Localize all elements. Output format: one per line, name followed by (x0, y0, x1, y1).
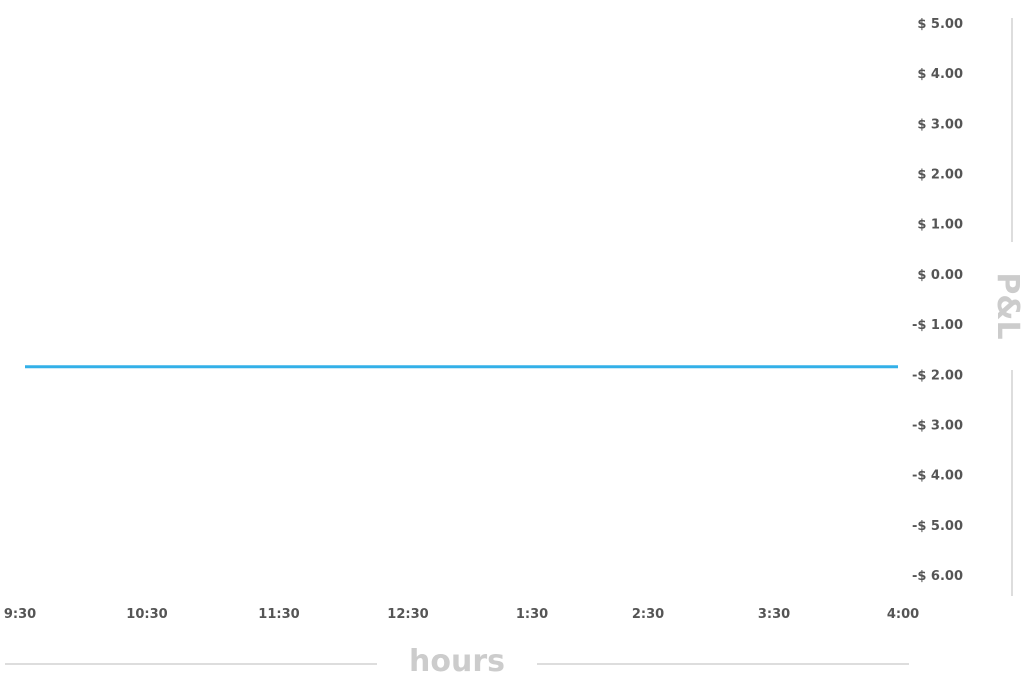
x-tick-label: 3:30 (758, 607, 790, 622)
x-axis-ticks: 9:30 10:30 11:30 12:30 1:30 2:30 3:30 4:00 (4, 607, 919, 622)
x-tick-label: 9:30 (4, 607, 36, 622)
x-tick-label: 1:30 (516, 607, 548, 622)
y-tick-label: $ 3.00 (917, 117, 963, 132)
y-tick-label: -$ 5.00 (912, 519, 963, 534)
y-tick-label: -$ 1.00 (912, 318, 963, 333)
x-tick-label: 4:00 (887, 607, 919, 622)
y-tick-label: $ 1.00 (917, 218, 963, 233)
x-tick-label: 11:30 (258, 607, 299, 622)
x-tick-label: 2:30 (632, 607, 664, 622)
y-tick-label: $ 0.00 (917, 268, 963, 283)
y-tick-label: -$ 3.00 (912, 418, 963, 433)
y-tick-label: $ 4.00 (917, 67, 963, 82)
y-tick-label: -$ 4.00 (912, 469, 963, 484)
x-tick-label: 10:30 (126, 607, 167, 622)
y-tick-label: -$ 2.00 (912, 368, 963, 383)
y-tick-label: $ 5.00 (917, 17, 963, 32)
y-axis-title: P&L (990, 272, 1025, 339)
x-tick-label: 12:30 (387, 607, 428, 622)
y-tick-label: -$ 6.00 (912, 569, 963, 584)
y-tick-label: $ 2.00 (917, 168, 963, 183)
x-axis-title: hours (409, 644, 505, 677)
y-axis-ticks: $ 5.00 $ 4.00 $ 3.00 $ 2.00 $ 1.00 $ 0.00 -$ 1… (912, 17, 963, 584)
